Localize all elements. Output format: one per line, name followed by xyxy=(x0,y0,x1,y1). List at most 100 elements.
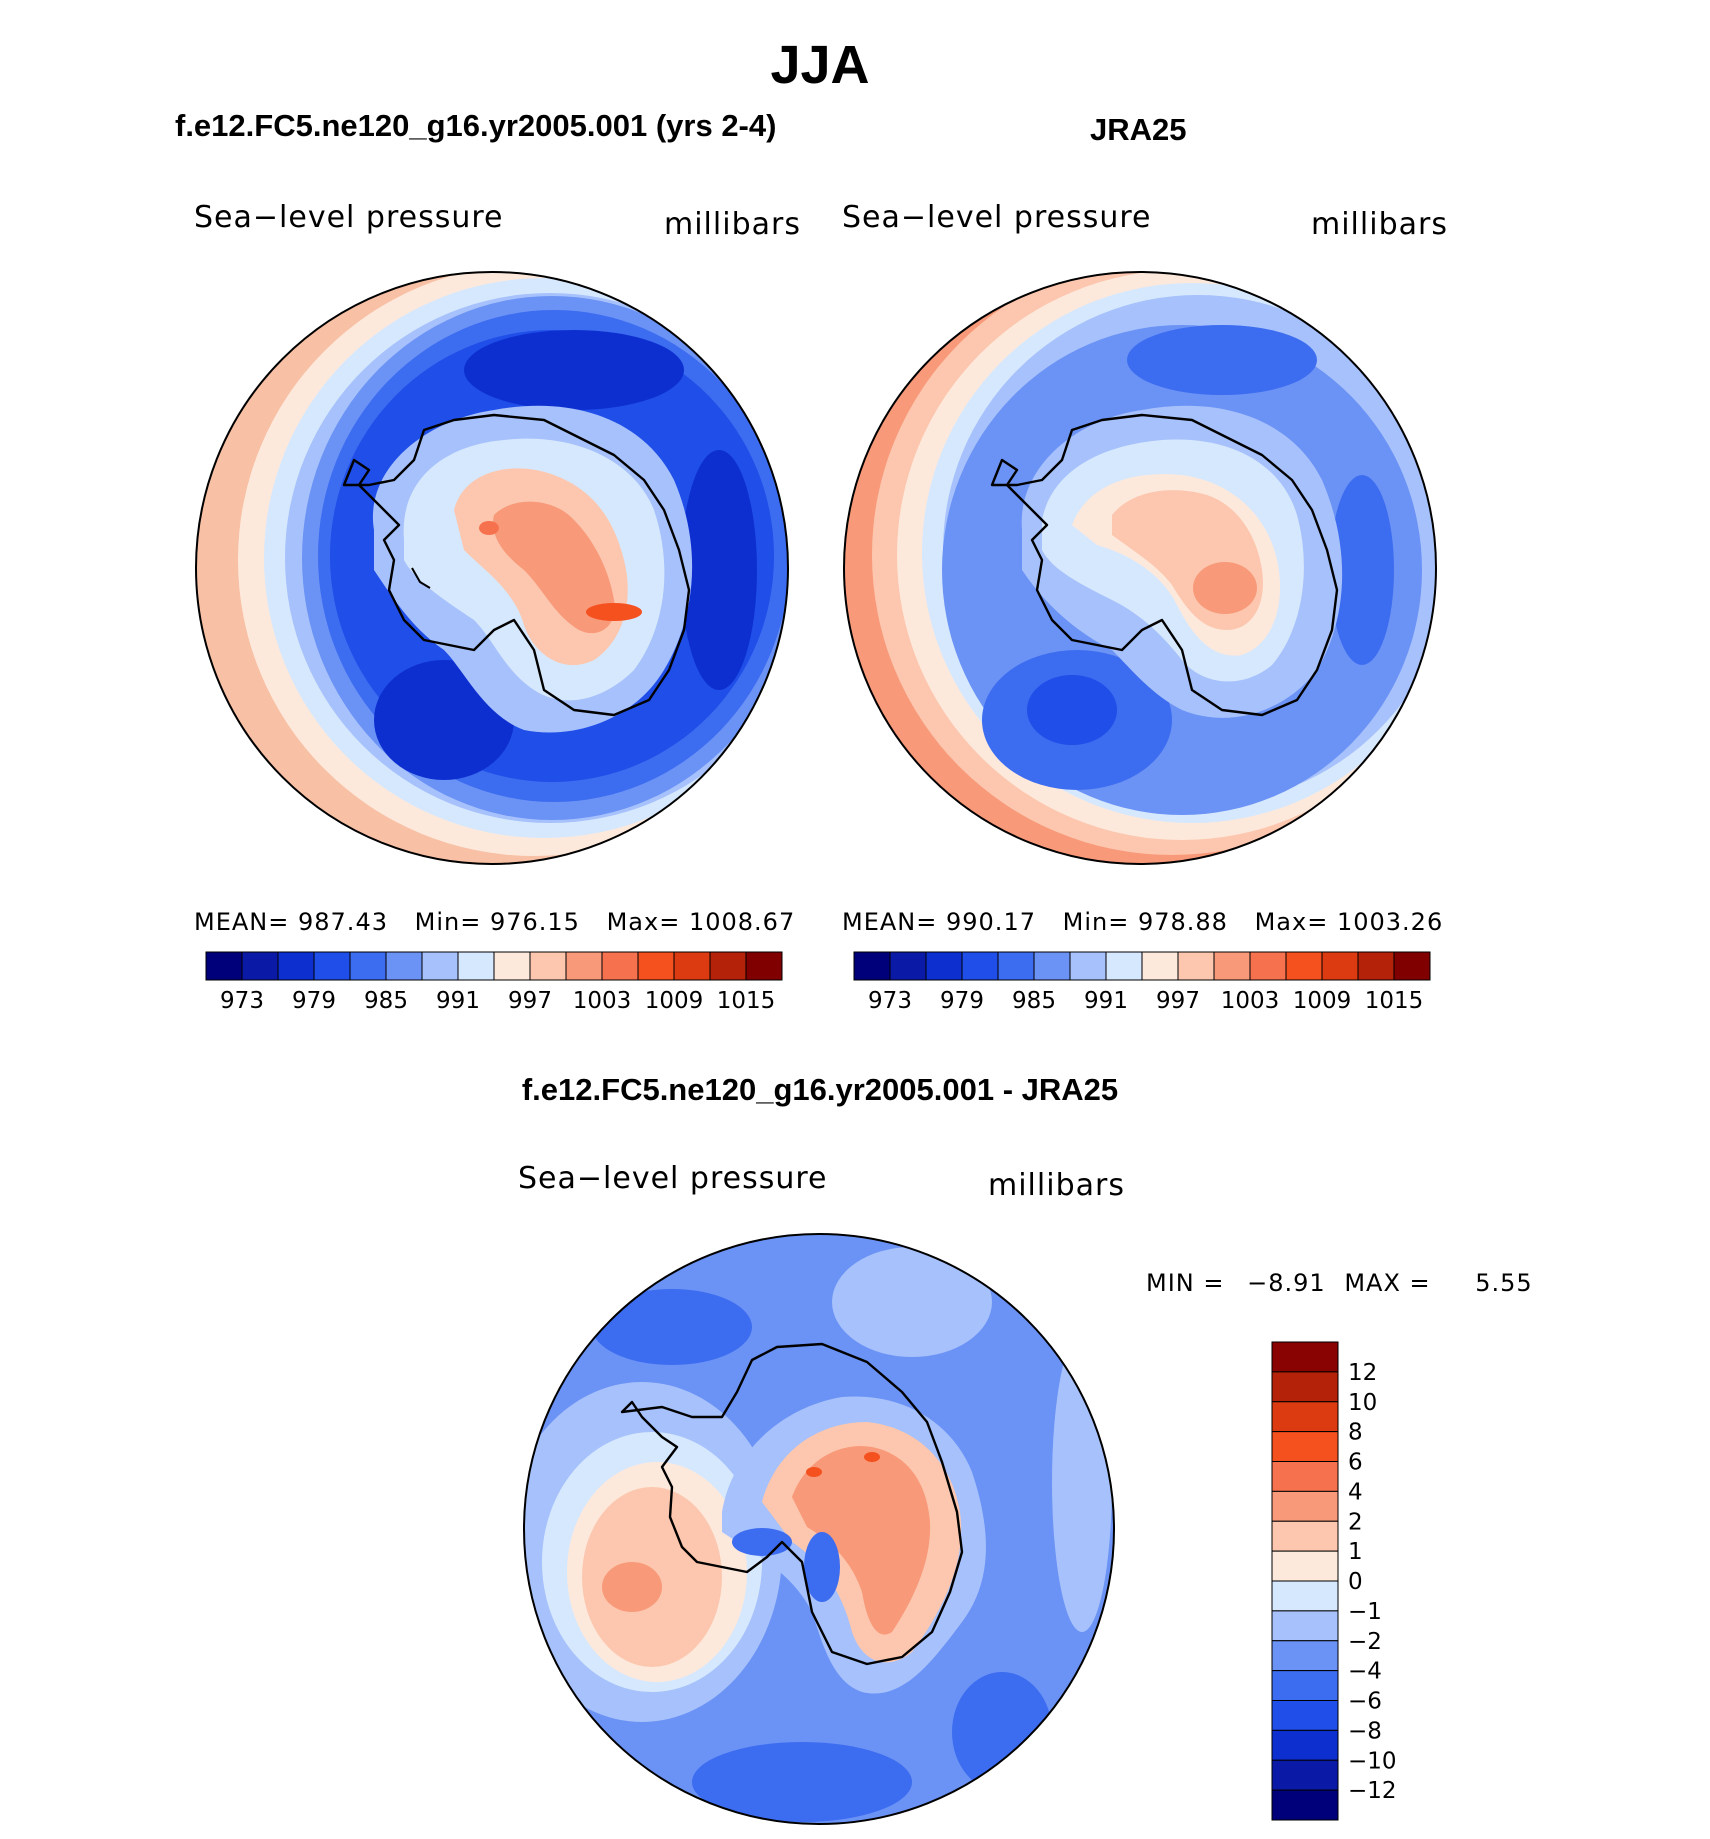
model-colorbar-box-8 xyxy=(493,951,531,981)
obs-panel-title: JRA25 xyxy=(1090,112,1187,147)
diff-colorbar-tick-label: −1 xyxy=(1348,1599,1382,1625)
diff-units-label: millibars xyxy=(988,1168,1125,1203)
obs-colorbar: 973 979 985 991 997 1003 1009 1015 xyxy=(853,951,1431,1014)
model-colorbar-box-9 xyxy=(529,951,567,981)
model-colorbar-box-11 xyxy=(601,951,639,981)
obs-colorbar-box-13 xyxy=(1321,951,1359,981)
obs-mean-value: 990.17 xyxy=(946,908,1036,936)
diff-interior-negative xyxy=(804,1532,840,1602)
obs-colorbar-tick-label: 991 xyxy=(1084,988,1128,1014)
diff-colorbar-tick-label: −12 xyxy=(1348,1778,1397,1804)
model-colorbar-box-4 xyxy=(349,951,387,981)
model-colorbar-box-12 xyxy=(637,951,675,981)
model-colorbar-box-2 xyxy=(277,951,315,981)
model-coastline-detail xyxy=(411,567,431,589)
model-colorbar-tick-label: 991 xyxy=(436,988,480,1014)
diff-colorbar-box-12 xyxy=(1271,1700,1339,1731)
model-colorbar-tick-label: 997 xyxy=(508,988,552,1014)
obs-min-value: 978.88 xyxy=(1137,908,1228,936)
obs-units-label: millibars xyxy=(1311,207,1448,242)
model-mean-value: 987.43 xyxy=(298,908,388,936)
diff-colorbar-box-14 xyxy=(1271,1759,1339,1791)
model-colorbar-box-5 xyxy=(385,951,423,981)
obs-max-label: Max= xyxy=(1254,908,1329,936)
diff-peninsula-negative xyxy=(732,1528,792,1556)
diff-colorbar-box-13 xyxy=(1271,1729,1339,1761)
obs-colorbar-box-10 xyxy=(1213,951,1251,981)
diff-north-weak xyxy=(832,1247,992,1357)
model-map-border xyxy=(195,271,789,865)
obs-colorbar-box-4 xyxy=(997,951,1035,981)
obs-colorbar-tick-label: 1015 xyxy=(1365,988,1424,1014)
model-colorbar-tick-label: 1009 xyxy=(645,988,704,1014)
obs-colorbar-box-3 xyxy=(961,951,999,981)
obs-mean-label: MEAN= xyxy=(842,908,938,936)
model-high-spot xyxy=(479,521,499,535)
diff-east-weak xyxy=(1052,1332,1112,1632)
obs-colorbar-box-9 xyxy=(1177,951,1215,981)
diff-colorbar-box-15 xyxy=(1271,1789,1339,1821)
diff-north-negative xyxy=(592,1289,752,1365)
obs-variable-label: Sea−level pressure xyxy=(842,200,1152,235)
diff-colorbar-tick-label: −8 xyxy=(1348,1718,1382,1744)
obs-map-border xyxy=(843,271,1437,865)
obs-min-spot xyxy=(1027,675,1117,745)
diff-map-border xyxy=(523,1233,1115,1825)
diff-colorbar-box-10 xyxy=(1271,1640,1339,1672)
model-colorbar-box-14 xyxy=(709,951,747,981)
diff-south-negative xyxy=(692,1742,912,1822)
obs-coastline xyxy=(990,413,1339,717)
obs-colorbar-tick-label: 1003 xyxy=(1221,988,1280,1014)
model-colorbar-tick-label: 973 xyxy=(220,988,264,1014)
model-mean-label: MEAN= xyxy=(194,908,290,936)
obs-colorbar-tick-label: 1009 xyxy=(1293,988,1352,1014)
obs-colorbar-box-0 xyxy=(853,951,891,981)
obs-colorbar-tick-label: 979 xyxy=(940,988,984,1014)
model-colorbar-box-3 xyxy=(313,951,351,981)
model-variable-label: Sea−level pressure xyxy=(194,200,504,235)
diff-colorbar-tick-label: −6 xyxy=(1348,1689,1382,1715)
obs-colorbar-box-2 xyxy=(925,951,963,981)
model-colorbar-tick-label: 985 xyxy=(364,988,408,1014)
diff-colorbar-tick-label: −4 xyxy=(1348,1659,1382,1685)
diff-colorbar-box-6 xyxy=(1271,1520,1339,1552)
diff-colorbar-tick-label: 0 xyxy=(1348,1569,1363,1595)
obs-colorbar-tick-label: 997 xyxy=(1156,988,1200,1014)
model-low-north xyxy=(464,330,684,410)
model-stats: MEAN= 987.43 Min= 976.15 Max= 1008.67 xyxy=(194,908,795,936)
diff-colorbar-box-8 xyxy=(1271,1580,1339,1612)
model-max-label: Max= xyxy=(606,908,681,936)
diff-colorbar-tick-label: 1 xyxy=(1348,1539,1363,1565)
model-slp-map xyxy=(195,271,789,865)
diff-colorbar-tick-label: −2 xyxy=(1348,1629,1382,1655)
diff-colorbar-tick-label: −10 xyxy=(1348,1748,1397,1774)
diff-southeast-negative xyxy=(952,1672,1052,1792)
model-units-label: millibars xyxy=(664,207,801,242)
diff-colorbar-box-7 xyxy=(1271,1550,1339,1582)
model-colorbar-box-1 xyxy=(241,951,279,981)
model-colorbar-box-15 xyxy=(745,951,783,981)
diff-min-label: MIN = xyxy=(1146,1269,1225,1297)
diff-antarctica-positive-4 xyxy=(792,1446,931,1635)
obs-slp-map xyxy=(843,271,1437,865)
obs-colorbar-box-5 xyxy=(1033,951,1071,981)
diff-colorbar-box-9 xyxy=(1271,1610,1339,1642)
model-colorbar-tick-label: 1003 xyxy=(573,988,632,1014)
model-colorbar: 973 979 985 991 997 1003 1009 1015 xyxy=(205,951,783,1014)
diff-min-value: −8.91 xyxy=(1247,1269,1326,1297)
model-min-value: 976.15 xyxy=(489,908,580,936)
obs-low-east xyxy=(1330,475,1394,665)
diff-max-label: MAX = xyxy=(1344,1269,1431,1297)
obs-colorbar-box-15 xyxy=(1393,951,1431,981)
model-colorbar-box-0 xyxy=(205,951,243,981)
diff-slp-map xyxy=(523,1233,1115,1825)
diff-colorbar-box-0 xyxy=(1271,1341,1339,1373)
obs-max-spot xyxy=(1193,562,1257,614)
obs-colorbar-box-12 xyxy=(1285,951,1323,981)
diff-colorbar-box-2 xyxy=(1271,1401,1339,1433)
diff-colorbar-tick-label: 4 xyxy=(1348,1479,1363,1505)
diff-colorbar-box-3 xyxy=(1271,1431,1339,1462)
obs-colorbar-box-7 xyxy=(1105,951,1143,981)
obs-colorbar-tick-label: 973 xyxy=(868,988,912,1014)
diff-colorbar-tick-label: 10 xyxy=(1348,1390,1377,1416)
